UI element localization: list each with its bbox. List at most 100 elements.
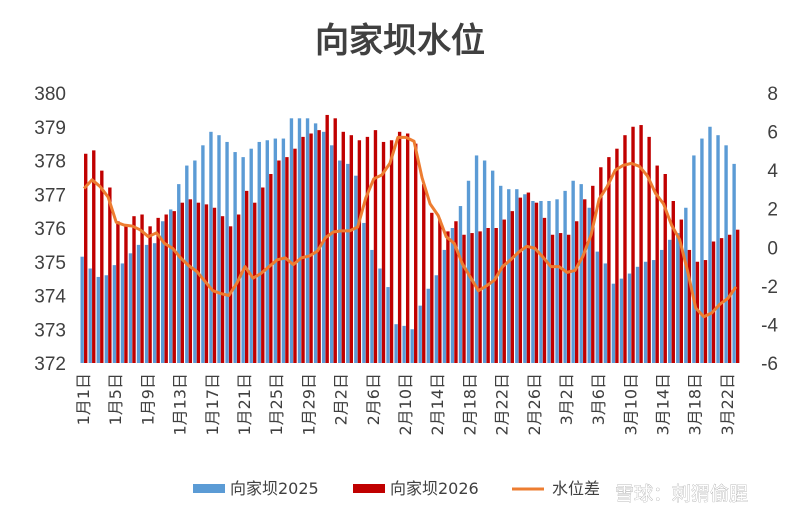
bar-2025 <box>386 287 390 363</box>
y-right-tick-label: 0 <box>767 238 778 259</box>
bar-2026 <box>727 234 732 363</box>
bar-2026 <box>510 211 514 364</box>
bar-2026 <box>639 125 643 363</box>
bars-series-2025 <box>80 118 736 364</box>
bar-2026 <box>583 199 587 363</box>
y-left-tick-label: 374 <box>34 287 66 308</box>
bar-2025 <box>136 244 141 364</box>
y-left-tick-label: 375 <box>34 253 66 274</box>
bar-2026 <box>566 234 571 363</box>
bar-2025 <box>555 199 559 363</box>
bar-2026 <box>140 214 144 363</box>
x-tick-label: 2月10日 <box>396 373 415 436</box>
bar-2026 <box>430 212 434 363</box>
bar-2026 <box>470 233 474 363</box>
bar-2025 <box>128 253 133 363</box>
bar-2025 <box>305 118 310 363</box>
bar-2025 <box>160 221 165 363</box>
bar-2026 <box>156 217 160 363</box>
bar-2025 <box>700 138 704 363</box>
x-tick-label: 3月22日 <box>718 373 737 436</box>
bar-2026 <box>462 234 466 363</box>
x-tick-label: 3月14日 <box>654 373 673 436</box>
bar-2026 <box>534 202 539 363</box>
bar-2025 <box>539 201 543 363</box>
y-axis-right: -6 -4 -2 0 2 4 6 8 <box>761 84 778 375</box>
bar-2025 <box>330 145 334 363</box>
bar-2026 <box>236 214 241 363</box>
bar-2025 <box>394 324 398 363</box>
bar-2025 <box>635 266 640 363</box>
x-tick-label: 3月6日 <box>589 373 608 425</box>
bar-2025 <box>249 148 253 363</box>
bar-2026 <box>671 201 675 363</box>
bar-2026 <box>438 219 442 363</box>
bar-2025 <box>482 160 487 363</box>
x-tick-label: 1月13日 <box>171 373 190 436</box>
bar-2025 <box>442 249 447 363</box>
y-right-tick-label: 4 <box>767 161 778 182</box>
line-level-diff <box>82 135 738 319</box>
bar-2026 <box>422 184 426 363</box>
bar-2026 <box>277 160 281 363</box>
bar-2026 <box>405 133 410 363</box>
bar-2025 <box>579 184 583 363</box>
bar-2026 <box>381 141 386 363</box>
bar-2025 <box>627 273 632 363</box>
bar-2026 <box>341 131 345 363</box>
bar-2025 <box>273 138 278 363</box>
bar-2026 <box>253 202 257 363</box>
bar-2025 <box>346 163 350 363</box>
bar-2026 <box>108 187 112 363</box>
y-right-tick-label: 2 <box>767 200 778 221</box>
y-right-tick-label: -4 <box>761 315 778 336</box>
line-series-level-diff <box>82 135 738 319</box>
bar-2026 <box>623 135 627 363</box>
bar-2025 <box>595 251 599 363</box>
x-tick-label: 1月29日 <box>299 373 318 436</box>
bar-2026 <box>220 216 225 363</box>
y-left-tick-label: 373 <box>34 320 66 341</box>
x-tick-label: 2月18日 <box>460 373 479 436</box>
bar-2025 <box>289 118 294 363</box>
bar-2026 <box>196 202 201 363</box>
legend-label-level-diff: 水位差 <box>552 479 600 498</box>
bar-2026 <box>494 228 498 363</box>
bar-2025 <box>732 163 736 363</box>
bar-2025 <box>362 222 366 363</box>
bar-2025 <box>257 141 261 363</box>
bar-2025 <box>643 261 648 363</box>
y-right-tick-label: 8 <box>767 84 778 105</box>
bar-2025 <box>499 185 503 363</box>
bar-2025 <box>563 190 567 363</box>
watermark-text: 雪球：刺猬偷腥 <box>615 483 748 505</box>
bar-2025 <box>370 249 374 363</box>
bar-2025 <box>104 275 109 363</box>
bar-2026 <box>719 238 724 363</box>
bar-2025 <box>668 239 672 363</box>
x-tick-label: 2月6日 <box>364 373 383 425</box>
bar-2025 <box>531 201 535 363</box>
bar-2025 <box>676 233 680 363</box>
bar-2026 <box>735 229 740 363</box>
bar-2025 <box>80 256 84 363</box>
bar-2025 <box>708 126 712 363</box>
x-tick-label: 1月1日 <box>74 373 93 425</box>
bar-2026 <box>84 153 88 363</box>
bar-2026 <box>349 135 354 363</box>
legend: 向家坝2025 向家坝2026 水位差 <box>193 479 600 498</box>
y-left-tick-label: 378 <box>34 152 66 173</box>
y-axis-left: 372 373 374 375 376 377 378 379 380 <box>34 84 66 375</box>
bar-2026 <box>711 241 716 363</box>
bar-2025 <box>241 157 245 363</box>
bar-2025 <box>684 207 688 363</box>
x-axis: 1月1日 1月5日 1月9日 1月13日 1月17日 1月21日 1月25日 1月29日 2月2… <box>74 373 737 436</box>
bar-2025 <box>716 135 720 363</box>
bar-2025 <box>434 275 439 363</box>
bar-2026 <box>703 260 708 363</box>
bar-2025 <box>523 194 527 363</box>
bar-2025 <box>233 152 237 363</box>
bar-2026 <box>325 114 329 363</box>
bar-2025 <box>225 141 229 363</box>
